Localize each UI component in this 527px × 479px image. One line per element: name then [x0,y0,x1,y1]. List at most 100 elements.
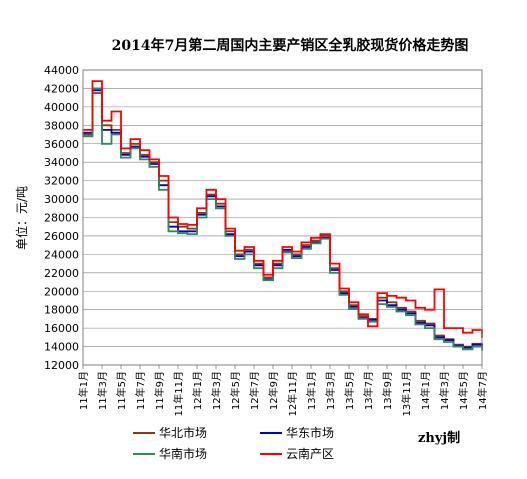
data-point [357,318,360,320]
data-point [310,236,312,239]
data-point [158,175,160,177]
legend-item: 华北市场 [133,425,207,440]
data-point [367,325,369,328]
data-point [205,188,208,191]
data-point [158,188,160,191]
y-tick-label: 34000 [44,156,79,169]
data-point [186,227,189,230]
data-point [139,158,141,161]
data-point [462,331,464,334]
data-point [110,133,113,136]
y-axis-label: 单位：元/吨 [14,186,29,250]
data-point [300,241,303,244]
legend-item: 云南产区 [260,446,334,461]
data-point [120,147,122,150]
data-point [395,310,398,313]
data-point [167,230,170,233]
series-group [82,80,483,352]
x-tick-label: 11年7月 [134,371,147,410]
data-point [376,292,379,294]
x-tick-label: 13年11月 [400,371,413,416]
x-tick-label: 11年3月 [96,371,109,410]
data-point [291,257,293,259]
data-point [291,250,293,253]
data-point [471,343,474,346]
data-point [433,288,436,291]
data-point [329,262,331,265]
x-tick-label: 14年3月 [438,371,451,410]
data-point [462,348,464,351]
data-point [177,232,179,235]
y-tick-label: 30000 [44,193,79,206]
y-tick-label: 26000 [44,230,79,243]
x-tick-label: 11年9月 [153,371,166,410]
data-point [101,119,103,122]
x-tick-label: 11年5月 [115,371,128,410]
data-point [262,273,265,276]
x-tick-label: 11年11月 [172,371,185,416]
data-point [386,306,388,308]
series-3 [82,80,483,339]
data-point [139,149,141,152]
y-tick-label: 14000 [44,341,79,354]
y-tick-label: 22000 [44,267,79,280]
x-tick-label: 12年9月 [267,371,280,410]
data-point [234,258,236,260]
y-tick-label: 42000 [44,82,79,95]
y-tick-label: 24000 [44,248,79,261]
x-tick-label: 14年1月 [419,371,432,410]
y-tick-label: 44000 [44,64,79,77]
y-tick-label: 32000 [44,175,79,188]
data-point [433,338,436,341]
data-point [471,329,474,331]
data-point [262,279,265,282]
credit-text: zhyj制 [418,430,460,446]
data-point [110,110,113,113]
data-point [395,296,398,299]
x-tick-label: 13年1月 [305,371,318,410]
y-tick-label: 40000 [44,101,79,114]
x-tick-label: 13年3月 [324,371,337,410]
data-point [120,156,122,159]
data-point [281,246,284,248]
data-point [405,314,407,317]
data-point [253,267,255,270]
data-point [253,259,255,262]
data-point [338,294,341,296]
data-point [234,249,236,252]
data-point [452,327,455,329]
y-axis-ticks: 44000 42000 40000 38000 36000 34000 32000 30000… [44,64,79,372]
data-point [196,207,198,210]
data-point [224,235,227,237]
data-point [414,306,417,309]
data-point [405,299,407,302]
y-tick-label: 36000 [44,138,79,151]
series-line [83,80,483,338]
data-point [319,233,322,236]
data-point [148,165,151,168]
legend-item: 华东市场 [260,425,334,440]
data-point [186,224,189,226]
x-tick-label: 12年3月 [210,371,223,410]
x-tick-label: 11年1月 [77,371,90,410]
chart-title: 2014年7月第二周国内主要产销区全乳胶现货价格走势图 [112,37,469,54]
data-point [167,216,170,219]
legend-label: 华南市场 [159,446,207,461]
data-point [215,207,217,210]
x-tick-label: 14年7月 [476,371,489,410]
data-point [148,158,151,161]
data-point [110,131,113,134]
data-point [129,138,132,141]
data-point [329,271,331,274]
y-tick-label: 16000 [44,322,79,335]
y-tick-label: 12000 [44,359,79,372]
data-point [452,345,455,348]
data-point [348,301,350,304]
data-point [186,233,189,236]
y-tick-label: 28000 [44,212,79,225]
legend-label: 华东市场 [286,425,334,440]
data-point [386,295,388,297]
x-tick-label: 13年7月 [362,371,375,410]
